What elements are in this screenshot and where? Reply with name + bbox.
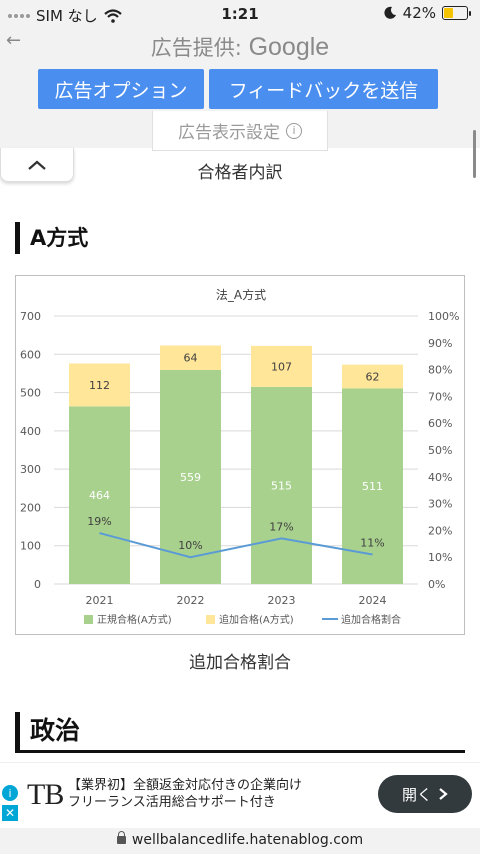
bar-additional-label: 112 <box>89 379 110 392</box>
ad-open-button[interactable]: 開く <box>378 775 472 813</box>
x-tick-label: 2022 <box>177 594 205 607</box>
bar-regular <box>160 369 221 584</box>
battery-icon <box>442 6 471 20</box>
back-arrow-icon[interactable]: ← <box>6 30 22 51</box>
line-ratio-label: 19% <box>87 515 111 528</box>
y-tick-label: 700 <box>20 310 41 323</box>
legend-swatch-regular <box>84 615 93 624</box>
ad-text: 【業界初】全額返金対応付きの企業向け フリーランス活用総合サポート付き <box>68 777 368 811</box>
line-ratio-label: 11% <box>360 537 384 550</box>
x-tick-label: 2023 <box>268 594 296 607</box>
legend-label-ratio: 追加合格割合 <box>341 613 401 626</box>
y2-tick-label: 100% <box>428 310 459 323</box>
ad-header: ← 広告提供: Google 広告オプション フィードバックを送信 広告表示設定… <box>0 28 480 151</box>
y2-tick-label: 0% <box>428 578 445 591</box>
y-tick-label: 0 <box>34 578 41 591</box>
status-bar: SIM なし 1:21 42% <box>0 0 480 28</box>
ad-close-icon[interactable]: ✕ <box>2 805 18 821</box>
legend-swatch-additional <box>206 615 215 624</box>
info-icon: i <box>286 122 302 139</box>
ad-text-line1: 【業界初】全額返金対応付きの企業向け <box>68 778 303 793</box>
chart-title: 法_A方式 <box>216 287 266 302</box>
status-left: SIM なし <box>8 5 122 26</box>
y2-tick-label: 80% <box>428 364 452 377</box>
ad-settings-label: 広告表示設定 <box>178 123 280 143</box>
collapse-button[interactable] <box>0 148 74 182</box>
ads-by-label: 広告提供: <box>150 36 242 60</box>
bar-additional-label: 64 <box>184 352 198 365</box>
bar-regular-label: 559 <box>180 471 201 484</box>
battery-percent: 42% <box>402 4 436 22</box>
y-tick-label: 600 <box>20 348 41 361</box>
y2-tick-label: 70% <box>428 390 452 403</box>
y-tick-label: 100 <box>20 540 41 553</box>
bar-additional-label: 62 <box>366 370 380 383</box>
url-text: wellbalancedlife.hatenablog.com <box>131 832 364 848</box>
x-tick-label: 2024 <box>359 594 387 607</box>
bar-regular <box>251 386 312 584</box>
chevron-up-icon <box>28 160 46 170</box>
chart-frame: 法_A方式 0 100 200 300 400 500 600 700 0% 10% 20% 30% 40… <box>15 275 465 635</box>
clock: 1:21 <box>221 5 259 23</box>
ad-settings-button[interactable]: 広告表示設定 i <box>152 111 328 151</box>
send-feedback-button[interactable]: フィードバックを送信 <box>209 69 438 109</box>
ads-by-google: 広告提供: Google <box>0 32 480 62</box>
y2-tick-label: 50% <box>428 444 452 457</box>
signal-icon <box>8 13 30 18</box>
line-ratio-label: 10% <box>178 539 202 552</box>
legend-label-additional: 追加合格(A方式) <box>219 613 294 626</box>
lock-icon <box>116 831 126 844</box>
bar-additional <box>69 363 130 407</box>
ad-info-icon[interactable]: i <box>2 785 18 801</box>
bar-regular <box>69 406 130 584</box>
bar-regular-label: 515 <box>271 479 292 492</box>
ad-text-line2: フリーランス活用総合サポート付き <box>68 795 276 810</box>
y2-tick-label: 10% <box>428 551 452 564</box>
battery-fill <box>444 8 453 18</box>
x-tick-label: 2021 <box>86 594 114 607</box>
y2-tick-label: 20% <box>428 524 452 537</box>
scrollbar[interactable] <box>473 130 476 178</box>
legend-label-regular: 正規合格(A方式) <box>97 613 172 626</box>
bar-regular-label: 464 <box>89 489 110 502</box>
y-tick-label: 400 <box>20 425 41 438</box>
combo-chart: 法_A方式 0 100 200 300 400 500 600 700 0% 10% 20% 30% 40… <box>20 287 459 626</box>
y2-tick-label: 90% <box>428 337 452 350</box>
y2-tick-label: 60% <box>428 417 452 430</box>
line-ratio-label: 17% <box>269 520 293 533</box>
status-right: 42% <box>383 4 471 22</box>
wifi-icon <box>103 8 122 23</box>
url-bar[interactable]: wellbalancedlife.hatenablog.com <box>0 828 480 854</box>
section-underline <box>15 750 465 753</box>
y-tick-label: 500 <box>20 387 41 400</box>
ad-open-label: 開く <box>401 785 432 804</box>
bar-regular-label: 511 <box>362 480 383 493</box>
section-heading-b: 政治 <box>15 712 80 750</box>
table-caption: 合格者内訳 <box>197 163 283 183</box>
carrier-label: SIM なし <box>36 7 98 25</box>
y-tick-label: 200 <box>20 501 41 514</box>
moon-icon <box>384 6 396 19</box>
bar-additional <box>160 345 221 370</box>
chart-caption: 追加合格割合 <box>189 653 291 673</box>
line-ratio <box>99 532 373 559</box>
y2-tick-label: 40% <box>428 471 452 484</box>
y-tick-label: 300 <box>20 463 41 476</box>
bottom-ad-banner[interactable]: i ✕ TB 【業界初】全額返金対応付きの企業向け フリーランス活用総合サポート… <box>0 762 480 828</box>
section-heading-a: A方式 <box>15 222 88 254</box>
bar-additional <box>342 364 403 389</box>
bar-additional <box>251 345 312 387</box>
google-logo: Google <box>248 33 330 61</box>
chevron-right-icon <box>439 788 448 800</box>
bar-additional-label: 107 <box>271 360 292 373</box>
y2-tick-label: 30% <box>428 498 452 511</box>
ad-logo: TB <box>27 778 64 811</box>
ad-options-button[interactable]: 広告オプション <box>38 69 204 109</box>
